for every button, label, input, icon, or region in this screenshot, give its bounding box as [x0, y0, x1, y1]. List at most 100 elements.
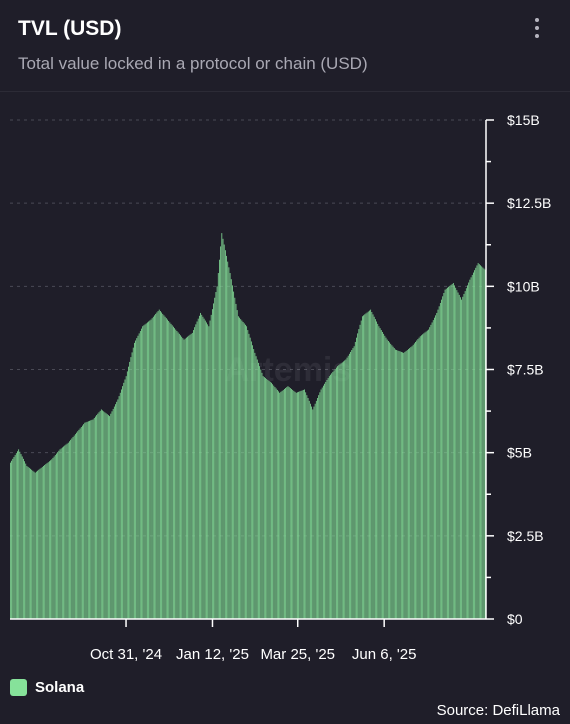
chart-bar: [356, 337, 357, 619]
chart-bar: [334, 369, 336, 619]
chart-bar: [308, 400, 310, 619]
chart-bar: [37, 470, 38, 619]
chart-bar: [457, 292, 459, 619]
chart-bar: [358, 329, 360, 619]
chart-bar: [104, 412, 106, 619]
chart-legend[interactable]: Solana: [10, 679, 84, 696]
chart-bar: [391, 345, 393, 619]
chart-bar: [202, 316, 204, 619]
header-divider: [0, 91, 570, 92]
chart-bar: [426, 330, 428, 619]
chart-bar: [298, 391, 299, 619]
chart-bar: [130, 357, 132, 619]
legend-label-solana: Solana: [35, 679, 85, 696]
chart-bar: [64, 445, 66, 619]
chart-bar: [437, 309, 439, 619]
chart-bar: [354, 341, 356, 619]
chart-bar: [108, 415, 109, 619]
chart-bar: [289, 388, 291, 619]
chart-bar: [352, 348, 354, 619]
chart-bar: [294, 391, 296, 619]
chart-bar: [83, 424, 85, 619]
chart-bar: [306, 395, 308, 619]
chart-bar: [51, 459, 53, 619]
chart-bar: [136, 338, 138, 619]
chart-bar: [163, 315, 165, 619]
chart-bar: [15, 453, 17, 619]
chart-bar: [72, 436, 74, 619]
chart-bar: [465, 288, 467, 619]
chart-bar: [451, 283, 453, 619]
chart-bar: [158, 309, 160, 619]
chart-bar: [299, 391, 301, 619]
chart-bar: [279, 392, 281, 619]
chart-bar: [412, 344, 414, 619]
chart-bar: [307, 398, 309, 619]
chart-bar: [189, 334, 191, 619]
chart-bar: [331, 373, 333, 619]
chart-bar: [261, 372, 263, 619]
chart-bar: [57, 452, 59, 619]
chart-bar: [116, 401, 118, 619]
chart-bar: [32, 470, 34, 619]
chart-bar: [247, 330, 249, 619]
chart-bar: [387, 340, 389, 619]
chart-bar: [312, 409, 314, 619]
chart-bar: [476, 265, 478, 619]
chart-bar: [378, 326, 380, 619]
chart-bar: [216, 286, 218, 619]
chart-bar: [425, 331, 427, 619]
chart-bar: [148, 321, 149, 619]
more-options-icon[interactable]: [530, 14, 544, 42]
chart-bar: [398, 350, 400, 619]
chart-bar: [258, 362, 259, 619]
chart-bar: [198, 315, 200, 619]
chart-bar: [271, 382, 272, 619]
chart-bar: [297, 392, 298, 619]
chart-bar: [34, 472, 36, 619]
chart-bar: [122, 386, 124, 619]
chart-bar: [155, 313, 157, 619]
chart-bar: [295, 392, 297, 619]
chart-bar: [428, 329, 429, 619]
chart-bar: [471, 274, 473, 619]
chart-bar: [96, 415, 98, 619]
chart-bar: [282, 389, 284, 619]
chart-bar: [60, 448, 62, 619]
chart-bar: [63, 446, 64, 619]
chart-bar: [351, 350, 353, 619]
chart-bar: [461, 299, 462, 619]
y-tick-label: $0: [507, 611, 523, 627]
chart-bar: [310, 403, 311, 619]
chart-bar: [99, 410, 101, 619]
chart-bar: [315, 400, 317, 619]
chart-bar: [233, 291, 235, 619]
chart-bar: [366, 312, 368, 619]
chart-bar: [45, 464, 47, 619]
chart-bar: [361, 316, 363, 619]
chart-bar: [162, 313, 164, 619]
chart-bar: [102, 410, 103, 619]
chart-bar: [411, 346, 413, 619]
chart-bar: [196, 321, 198, 619]
chart-bar: [269, 381, 271, 619]
chart-bar: [436, 312, 438, 619]
chart-bar: [65, 444, 67, 619]
y-tick-label: $2.5B: [507, 528, 544, 544]
chart-bar: [363, 315, 364, 619]
chart-bar: [302, 389, 304, 619]
chart-bar: [174, 328, 175, 619]
chart-bar: [399, 351, 401, 619]
chart-bar: [214, 297, 216, 619]
chart-bar: [74, 434, 76, 619]
chart-bar: [353, 346, 355, 619]
chart-bar: [253, 349, 255, 619]
chart-bar: [434, 317, 435, 619]
chart-bar: [138, 333, 140, 619]
chart-bar: [201, 314, 203, 619]
chart-bar: [403, 352, 405, 619]
y-tick-label: $7.5B: [507, 362, 544, 378]
chart-bar: [125, 376, 127, 619]
chart-bar: [194, 327, 196, 619]
